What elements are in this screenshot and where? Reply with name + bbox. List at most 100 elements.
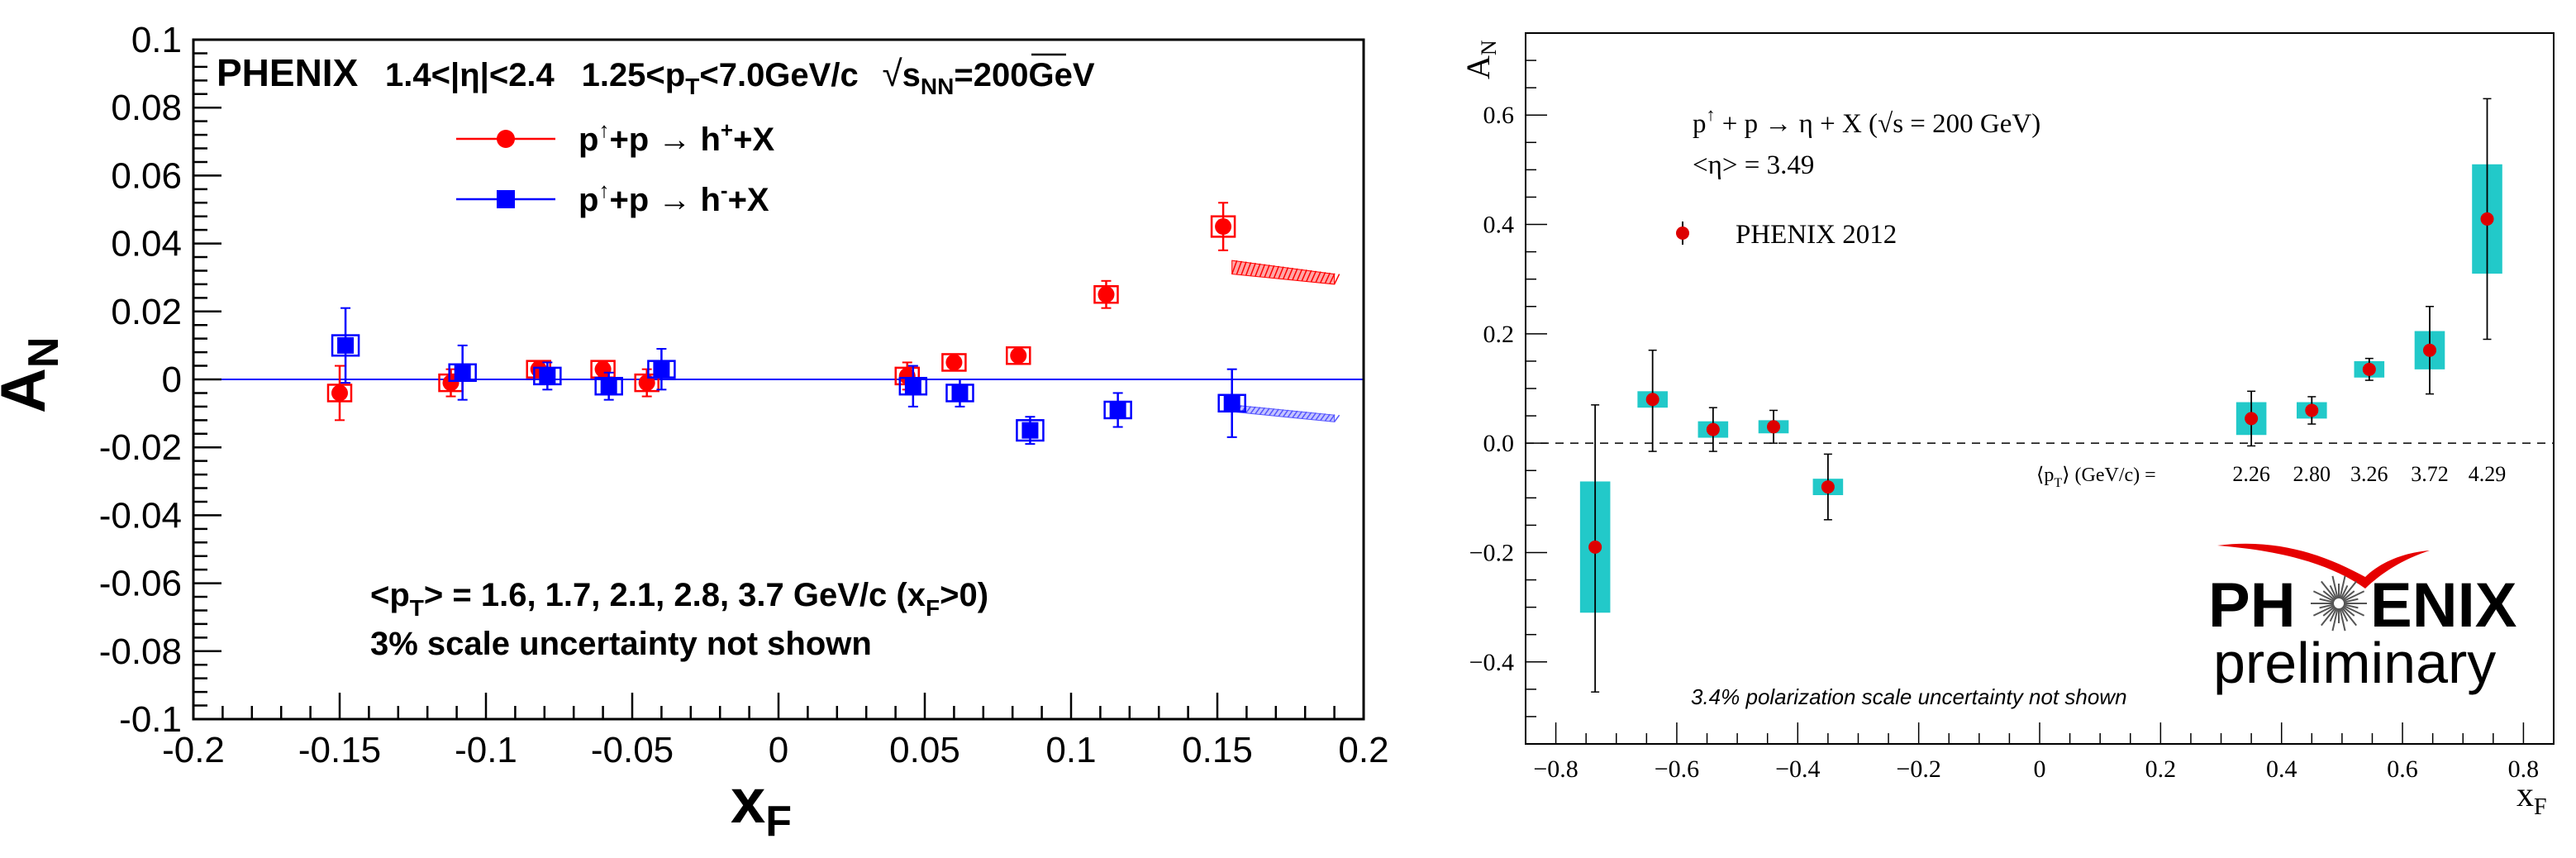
left-syst-box-1: [331, 334, 360, 357]
right-pt-value: 2.26: [2232, 462, 2270, 486]
right-y-tick-label: 0.4: [1483, 212, 1515, 239]
left-x-tick-label: 0.05: [889, 730, 960, 770]
right-subtitle: <η> = 3.49: [1693, 150, 1814, 180]
left-data-points: [326, 202, 1246, 446]
left-theory-hatch: [1273, 408, 1279, 417]
legend-label-phenix: PHENIX 2012: [1736, 220, 1897, 250]
left-x-tick-label: 0: [769, 730, 788, 770]
left-theory-hatch: [1236, 260, 1243, 275]
right-pt-value: 4.29: [2469, 462, 2507, 486]
right-ticks: [1525, 32, 2555, 745]
left-point-hminus: [951, 384, 969, 402]
left-theory-band-1: [1231, 404, 1336, 422]
right-point: [1645, 393, 1659, 407]
left-theory-hatch: [1333, 274, 1340, 285]
right-pt-value: 3.72: [2411, 462, 2449, 486]
legend-marker-hminus: [497, 190, 515, 208]
logo-star-ray: [2319, 598, 2335, 603]
left-theory-hatch: [1259, 407, 1266, 415]
left-y-tick-label: -0.02: [99, 427, 182, 468]
left-ticks: [192, 38, 1365, 721]
right-y-tick-label: −0.4: [1469, 649, 1514, 676]
left-x-axis-title: xF: [731, 766, 792, 846]
logo-star-ray: [2331, 608, 2339, 632]
logo-star-ray: [2340, 580, 2357, 600]
logo-star-ray: [2312, 604, 2336, 617]
right-point: [2305, 403, 2319, 417]
right-point: [1588, 540, 1602, 554]
logo-star-ray: [2343, 603, 2359, 609]
left-theory-hatch: [1245, 262, 1252, 276]
left-theory-hatch: [1329, 414, 1336, 422]
right-point: [2480, 212, 2494, 226]
left-theory-hatch: [1292, 410, 1298, 418]
logo-star-ray: [2322, 590, 2336, 602]
left-theory-hatch: [1264, 408, 1270, 416]
left-syst-box-1: [1016, 419, 1045, 442]
left-theory-hatch: [1310, 270, 1317, 283]
left-y-axis-title: AN: [0, 337, 68, 413]
left-theory-hatch: [1324, 272, 1331, 284]
right-x-tick-label: −0.6: [1655, 756, 1699, 783]
right-title: p↑ + p → η + X (√s = 200 GeV): [1693, 104, 2040, 139]
left-point-hminus: [454, 364, 471, 381]
left-point-hminus: [1021, 422, 1039, 439]
left-theory-hatch: [1320, 272, 1326, 284]
logo-star-ray: [2340, 584, 2349, 600]
left-x-tick-label: 0.2: [1338, 730, 1388, 770]
right-point: [1706, 422, 1720, 436]
left-x-tick-label: 0.15: [1182, 730, 1253, 770]
left-theory-hatch: [1240, 261, 1247, 275]
left-point-hminus: [539, 367, 556, 384]
left-theory-hatch: [1250, 406, 1256, 414]
left-theory-hatch: [1255, 407, 1261, 415]
left-point-hplus: [945, 354, 963, 371]
left-theory-hatch: [1269, 265, 1275, 279]
right-chart: −0.8 −0.6 −0.4 −0.2 0 0.2 0.4 0.6 0.8 −0.4 −0.2 0.…: [1459, 32, 2555, 820]
logo-star-ray: [2339, 608, 2346, 632]
left-x-tick-label: 0.1: [1045, 730, 1096, 770]
logo-star-ray: [2319, 603, 2335, 609]
right-pt-label: ⟨pT⟩ (GeV/c) =: [2036, 465, 2156, 490]
legend-marker-phenix: [1676, 226, 1689, 240]
left-point-hminus: [337, 336, 355, 354]
left-theory-hatch: [1269, 408, 1275, 416]
right-y-tick-label: 0.6: [1483, 102, 1515, 129]
right-y-tick-label: 0.0: [1483, 430, 1515, 457]
right-point: [1767, 420, 1781, 434]
left-theory-bands: [1231, 260, 1340, 422]
right-point: [2422, 343, 2436, 357]
right-y-tick-label: 0.2: [1483, 321, 1515, 348]
left-theory-hatch: [1231, 260, 1238, 274]
left-chart: -0.2 -0.15 -0.1 -0.05 0 0.05 0.1 0.15 0.2 -0.1-0…: [0, 20, 1389, 846]
right-scale-note: 3.4% polarization scale uncertainty not …: [1691, 684, 2127, 709]
left-theory-hatch: [1278, 408, 1284, 417]
left-point-hminus: [600, 378, 617, 395]
left-theory-hatch: [1282, 267, 1289, 280]
left-y-tick-label: 0.02: [111, 292, 182, 332]
logo-star-ray: [2340, 607, 2349, 622]
logo-star-ray: [2321, 607, 2337, 627]
left-x-tick-label: -0.05: [591, 730, 674, 770]
right-y-axis-title: AN: [1459, 40, 1501, 79]
left-y-tick-label: 0.06: [111, 155, 182, 196]
left-x-tick-label: -0.1: [455, 730, 517, 770]
right-y-tick-labels: −0.4 −0.2 0.0 0.2 0.4 0.6: [1469, 102, 1514, 676]
left-theory-hatch: [1292, 268, 1298, 281]
left-theory-hatch: [1278, 266, 1284, 279]
left-point-hplus: [638, 374, 655, 392]
logo-star-ray: [2340, 607, 2357, 627]
logo-star-ray: [2322, 605, 2336, 617]
left-point-hplus: [1010, 347, 1027, 365]
logo-star-ray: [2342, 605, 2355, 617]
right-point: [1821, 480, 1835, 494]
left-title: PHENIX 1.4<|η|<2.4 1.25<pT<7.0GeV/c √sNN…: [217, 51, 1095, 99]
right-x-tick-label: 0.2: [2145, 756, 2177, 783]
left-scale-note: 3% scale uncertainty not shown: [370, 626, 872, 662]
right-point: [2245, 412, 2259, 426]
left-theory-hatch: [1259, 264, 1266, 278]
left-theory-hatch: [1245, 406, 1252, 414]
right-point: [2362, 362, 2376, 376]
left-y-tick-label: -0.08: [99, 632, 182, 672]
